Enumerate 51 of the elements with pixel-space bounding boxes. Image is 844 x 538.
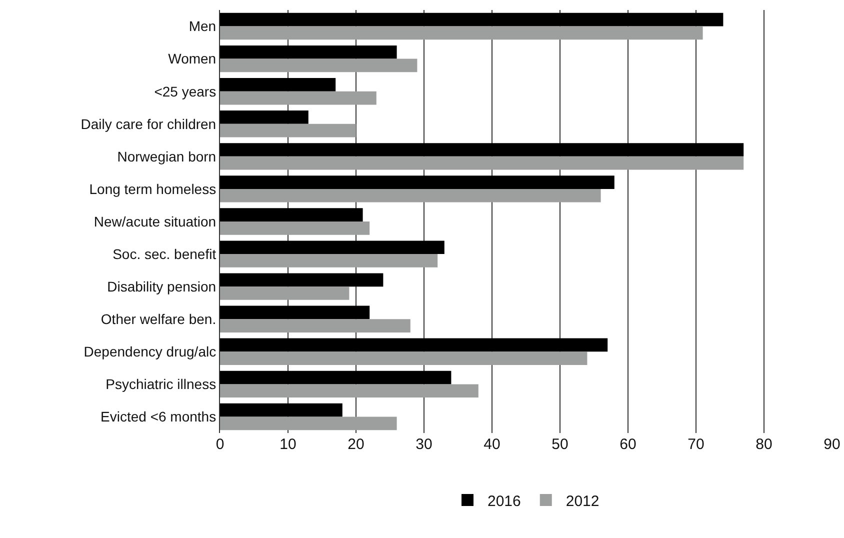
bar bbox=[220, 143, 744, 156]
bar bbox=[220, 338, 608, 352]
x-tick-label: 80 bbox=[756, 436, 772, 453]
bar bbox=[220, 286, 350, 300]
y-tick-label: Long term homeless bbox=[89, 180, 216, 197]
x-tick-label: 30 bbox=[416, 436, 432, 453]
bar bbox=[220, 78, 336, 92]
x-tick-label: 40 bbox=[484, 436, 500, 453]
bar bbox=[220, 156, 744, 170]
bar bbox=[220, 12, 724, 26]
bar bbox=[220, 222, 370, 235]
bar bbox=[220, 58, 418, 72]
x-tick-label: 0 bbox=[216, 436, 224, 453]
bar bbox=[220, 306, 370, 320]
y-tick-label: Disability pension bbox=[107, 278, 216, 294]
bar bbox=[220, 176, 614, 189]
y-tick-label: Psychiatric illness bbox=[106, 376, 216, 392]
bar bbox=[220, 188, 601, 202]
bar bbox=[220, 273, 384, 287]
x-tick-label: 60 bbox=[620, 436, 636, 453]
x-tick-label: 10 bbox=[280, 436, 296, 453]
bar bbox=[220, 240, 444, 254]
y-tick-label: Evicted <6 months bbox=[100, 408, 216, 425]
y-tick-label: Norwegian born bbox=[117, 148, 216, 164]
y-tick-label: Other welfare ben. bbox=[100, 311, 216, 328]
x-tick-label: 90 bbox=[824, 436, 840, 453]
y-tick-label: Dependency drug/alc bbox=[84, 344, 216, 360]
y-tick-label: Daily care for children bbox=[80, 116, 216, 132]
bar bbox=[220, 319, 410, 332]
y-tick-label: Soc. sec. benefit bbox=[112, 246, 216, 262]
x-tick-label: 70 bbox=[688, 436, 704, 453]
legend-label: 2016 bbox=[488, 492, 521, 510]
bar bbox=[220, 208, 363, 222]
bar bbox=[220, 124, 356, 138]
bar bbox=[220, 370, 452, 384]
x-tick-label: 50 bbox=[552, 436, 568, 453]
bar bbox=[220, 416, 397, 430]
legend-label: 2012 bbox=[566, 492, 600, 510]
y-tick-label: <25 years bbox=[154, 83, 216, 100]
bar bbox=[220, 26, 703, 40]
y-tick-label: Women bbox=[168, 50, 216, 67]
bar bbox=[220, 384, 478, 398]
bar bbox=[220, 254, 438, 268]
y-tick-label: Men bbox=[188, 18, 216, 34]
bar bbox=[220, 110, 308, 124]
bar bbox=[220, 352, 588, 365]
bar bbox=[220, 91, 376, 105]
bar bbox=[220, 45, 397, 59]
x-tick-label: 20 bbox=[348, 436, 364, 453]
bar bbox=[220, 403, 342, 417]
y-tick-label: New/acute situation bbox=[94, 213, 216, 230]
